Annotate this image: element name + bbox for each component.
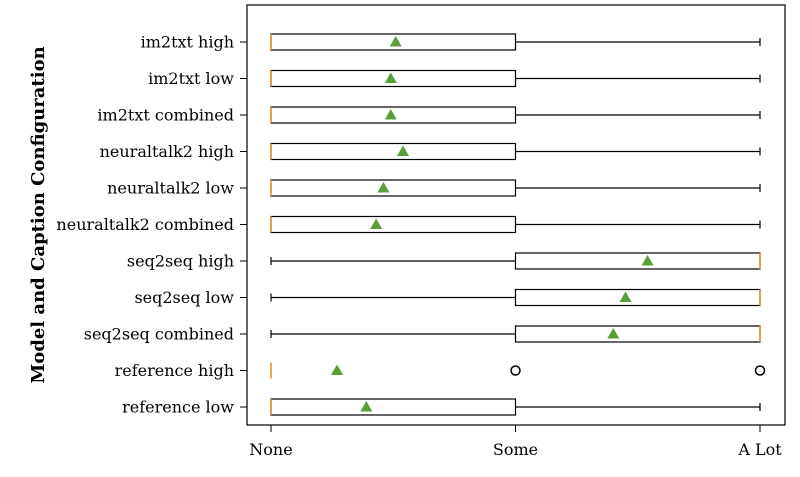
mean-marker — [360, 401, 373, 412]
y-tick-label: reference high — [115, 361, 234, 380]
x-ticks: None Some A Lot — [249, 425, 782, 459]
y-tick-label: seq2seq low — [134, 288, 234, 307]
x-tick-label: None — [249, 440, 292, 459]
outlier-point — [754, 365, 766, 376]
box-group — [270, 362, 766, 379]
y-tick-label: neuraltalk2 combined — [56, 215, 234, 234]
mean-marker — [607, 328, 620, 339]
box-group — [270, 179, 761, 197]
y-tick-label: im2txt combined — [97, 106, 234, 125]
mean-marker — [397, 145, 410, 156]
y-tick-label: seq2seq combined — [84, 325, 234, 344]
mean-marker — [384, 109, 397, 120]
box-iqr — [514, 252, 761, 270]
mean-marker — [641, 255, 654, 266]
y-tick-labels: im2txt high im2txt low im2txt combined neur… — [56, 33, 247, 417]
plot-frame — [246, 4, 786, 426]
outlier-point — [510, 365, 521, 376]
box-group — [270, 33, 761, 51]
box-iqr — [270, 142, 517, 161]
y-tick-label: im2txt low — [148, 69, 234, 88]
box-group — [270, 398, 761, 416]
box-group — [270, 215, 761, 234]
box-group — [270, 252, 761, 270]
y-tick-label: reference low — [122, 398, 234, 417]
mean-marker — [377, 182, 390, 193]
y-tick-label: neuraltalk2 low — [107, 179, 234, 198]
box-iqr — [514, 325, 761, 343]
box-iqr — [514, 288, 761, 307]
y-tick-label: seq2seq high — [127, 252, 234, 271]
mean-marker — [389, 36, 402, 47]
x-tick-label: A Lot — [737, 440, 782, 459]
mean-marker — [619, 291, 632, 302]
boxes-layer — [270, 33, 766, 416]
box-group — [270, 106, 761, 124]
box-iqr — [270, 398, 517, 416]
box-group — [270, 288, 761, 307]
box-group — [270, 69, 761, 88]
box-group — [270, 325, 761, 343]
mean-marker — [331, 364, 344, 375]
y-tick-label: neuraltalk2 high — [100, 142, 234, 161]
box-group — [270, 142, 761, 161]
y-axis-title: Model and Caption Configuration — [28, 46, 49, 383]
box-iqr — [270, 179, 517, 197]
mean-marker — [370, 218, 383, 229]
mean-marker — [384, 72, 397, 83]
x-tick-label: Some — [493, 440, 538, 459]
y-tick-label: im2txt high — [141, 33, 234, 52]
box-iqr — [270, 215, 517, 234]
